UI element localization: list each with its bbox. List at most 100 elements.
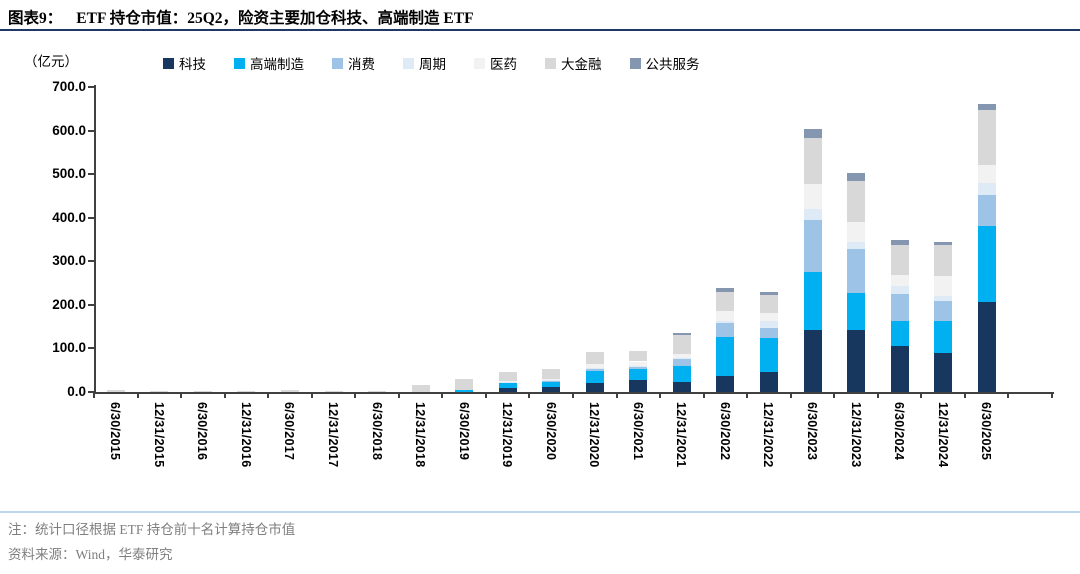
y-axis-tick-label: 600.0 <box>52 122 86 138</box>
legend-label: 消费 <box>348 57 375 72</box>
bar-segment-高端制造 <box>542 381 561 387</box>
bar-segment-周期 <box>847 242 866 249</box>
bar-segment-大金融 <box>237 390 256 392</box>
legend-item-消费: 消费 <box>332 53 375 73</box>
x-axis-tick-mark <box>572 392 574 398</box>
x-axis-category-label: 12/31/2021 <box>674 402 689 468</box>
x-axis-tick-mark <box>789 392 792 398</box>
bar-segment-大金融 <box>716 291 735 311</box>
bar-segment-公共服务 <box>934 241 953 246</box>
y-axis-line <box>94 85 96 394</box>
bar-segment-大金融 <box>280 390 299 392</box>
bar-segment-消费 <box>890 293 909 321</box>
bar-segment-科技 <box>629 380 648 392</box>
x-axis-tick-mark <box>354 392 357 398</box>
bar-segment-医药 <box>672 354 691 359</box>
bar-segment-消费 <box>803 220 822 273</box>
bar-segment-高端制造 <box>629 369 648 381</box>
y-axis-tick-label: 500.0 <box>52 166 86 182</box>
x-axis-tick-mark <box>441 392 444 398</box>
y-axis-unit-label: （亿元） <box>24 54 78 69</box>
x-axis-category-label: 6/30/2019 <box>456 402 471 461</box>
bar-segment-大金融 <box>150 390 169 392</box>
source-line: 资料来源：Wind，华泰研究 <box>8 547 173 562</box>
bar-segment-医药 <box>934 275 953 296</box>
bar-segment-大金融 <box>324 391 343 392</box>
legend-label: 公共服务 <box>645 57 700 72</box>
y-axis-tick-label: 400.0 <box>52 209 86 225</box>
bar-segment-大金融 <box>498 371 517 381</box>
bar-segment-消费 <box>498 381 517 383</box>
legend-swatch-icon <box>545 57 556 69</box>
x-axis-tick-mark <box>397 392 400 398</box>
bar-segment-医药 <box>759 312 778 322</box>
bar-segment-大金融 <box>542 368 561 379</box>
bar-segment-高端制造 <box>977 225 996 302</box>
bar-segment-大金融 <box>629 350 648 362</box>
bar-segment-公共服务 <box>890 239 909 245</box>
bar-segment-医药 <box>716 310 735 321</box>
bar-segment-周期 <box>629 365 648 368</box>
bar-segment-消费 <box>672 359 691 366</box>
bar-segment-科技 <box>934 352 953 392</box>
x-axis-tick-mark <box>702 392 705 398</box>
legend-label: 高端制造 <box>250 57 304 72</box>
bar-segment-消费 <box>977 195 996 226</box>
footer-divider <box>0 511 1080 513</box>
x-axis-tick-mark <box>659 392 662 398</box>
x-axis-category-label: 12/31/2015 <box>151 402 166 468</box>
bar-segment-高端制造 <box>847 293 866 331</box>
bar-segment-高端制造 <box>585 371 604 383</box>
legend: 科技 高端制造 消费 周期 医药 大金融 公共服务 <box>163 53 700 73</box>
bar-segment-医药 <box>847 221 866 243</box>
legend-label: 科技 <box>179 57 206 72</box>
x-axis-category-label: 12/31/2022 <box>761 402 776 468</box>
bar-segment-大金融 <box>977 109 996 166</box>
bar-segment-公共服务 <box>716 288 735 292</box>
legend-item-大金融: 大金融 <box>545 53 602 73</box>
legend-item-周期: 周期 <box>403 53 446 73</box>
bar-segment-周期 <box>803 208 822 221</box>
bar-segment-大金融 <box>847 180 866 222</box>
legend-item-公共服务: 公共服务 <box>629 53 700 73</box>
x-axis-category-label: 12/31/2017 <box>326 402 340 468</box>
legend-swatch-icon <box>234 57 245 69</box>
x-axis-category-label: 12/31/2018 <box>413 402 428 468</box>
bar-segment-科技 <box>585 382 604 392</box>
x-axis-category-label: 12/31/2024 <box>935 402 950 468</box>
x-axis-tick-mark <box>746 392 749 398</box>
bar-segment-消费 <box>759 327 778 338</box>
legend-item-高端制造: 高端制造 <box>234 53 304 73</box>
bar-segment-大金融 <box>368 390 387 392</box>
y-axis-tick-mark <box>88 216 95 219</box>
bar-segment-医药 <box>890 275 909 287</box>
chart-title-index: 图表9： <box>8 10 63 27</box>
y-axis-tick-label: 100.0 <box>52 340 86 356</box>
bar-segment-大金融 <box>106 390 125 392</box>
legend-swatch-icon <box>474 57 485 69</box>
bar-segment-消费 <box>934 300 953 321</box>
footnote-line: 注：统计口径根据 ETF 持仓前十名计算持仓市值 <box>8 522 296 537</box>
bar-segment-高端制造 <box>672 365 691 382</box>
bar-segment-医药 <box>542 378 561 380</box>
x-axis-tick-mark <box>920 392 923 398</box>
x-axis-tick-mark <box>180 392 183 398</box>
x-axis-category-label: 12/31/2023 <box>848 402 863 468</box>
bar-segment-公共服务 <box>759 291 778 296</box>
x-axis-tick-mark <box>963 392 966 398</box>
bar-segment-高端制造 <box>759 337 778 373</box>
bar-segment-公共服务 <box>672 332 691 335</box>
x-axis-tick-mark <box>93 392 95 398</box>
legend-swatch-icon <box>629 57 641 69</box>
bar-segment-周期 <box>759 321 778 328</box>
x-axis-category-label: 6/30/2021 <box>630 402 645 461</box>
bar-segment-科技 <box>542 386 561 392</box>
x-axis-category-label: 12/31/2019 <box>500 402 515 468</box>
y-axis-tick-mark <box>88 303 95 306</box>
y-axis-tick-label: 200.0 <box>52 296 86 312</box>
bar-segment-消费 <box>542 380 561 382</box>
y-axis-tick-mark <box>88 173 95 176</box>
y-axis-tick-mark <box>88 347 95 350</box>
